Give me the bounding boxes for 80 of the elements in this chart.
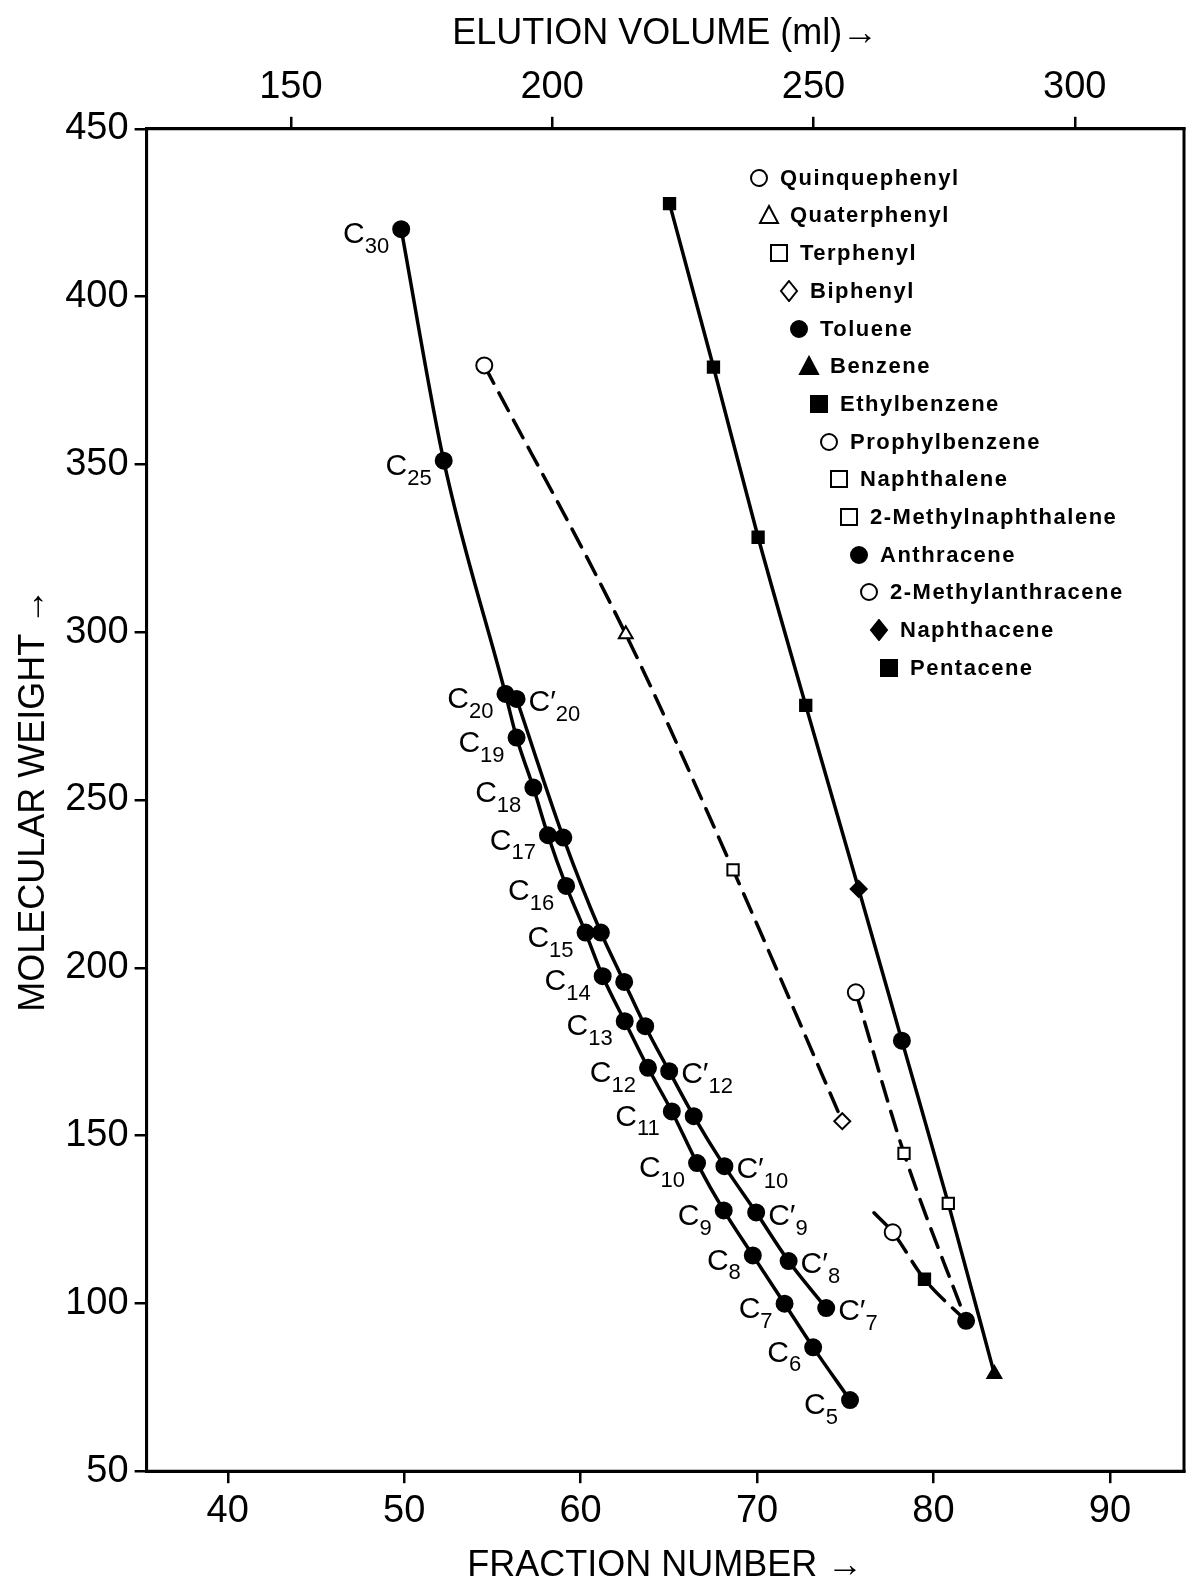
- x-tick-label: 80: [912, 1488, 955, 1531]
- legend-label: Naphthacene: [900, 617, 1055, 644]
- legend-label: Toluene: [820, 315, 914, 342]
- point: [434, 451, 453, 470]
- point: [615, 1012, 634, 1031]
- y-tick-label: 350: [65, 440, 129, 483]
- point: [524, 778, 543, 797]
- y-axis-title: MOLECULAR WEIGHT →: [10, 588, 52, 1012]
- legend-label: Naphthalene: [860, 466, 1009, 493]
- point: [706, 360, 721, 374]
- point: [593, 967, 612, 986]
- point: [883, 1223, 902, 1242]
- legend-label: Ethylbenzene: [840, 390, 1000, 417]
- y-tick-label: 300: [65, 608, 129, 651]
- legend-label: Biphenyl: [810, 277, 915, 304]
- point: [799, 698, 813, 713]
- x-tick-label: 70: [735, 1488, 779, 1531]
- point: [804, 1338, 823, 1357]
- y-tick-label: 200: [65, 944, 129, 987]
- point: [475, 356, 494, 375]
- x-tick-label: 60: [559, 1488, 602, 1531]
- point: [849, 879, 868, 898]
- y-tick-label: 100: [65, 1279, 129, 1322]
- point: [688, 1154, 707, 1173]
- x2-tick-label: 200: [520, 64, 584, 107]
- point: [897, 1146, 911, 1161]
- point: [714, 1201, 733, 1220]
- point: [639, 1058, 658, 1077]
- x2-tick-label: 150: [259, 64, 323, 107]
- point: [817, 1299, 836, 1318]
- x-axis-title: FRACTION NUMBER →: [467, 1543, 864, 1585]
- legend-label: 2-Methylanthracene: [890, 579, 1124, 606]
- point: [617, 625, 634, 640]
- point: [779, 1252, 798, 1271]
- point: [684, 1107, 703, 1126]
- x-tick-label: 40: [206, 1488, 249, 1531]
- legend-label: Terphenyl: [800, 240, 918, 267]
- point: [841, 1391, 860, 1410]
- legend-label: Benzene: [830, 353, 931, 380]
- y-tick-label: 450: [65, 105, 129, 148]
- point: [557, 876, 576, 895]
- x2-tick-label: 300: [1043, 64, 1107, 107]
- x-tick-label: 90: [1088, 1488, 1132, 1531]
- legend-label: Quinquephenyl: [780, 164, 960, 191]
- point: [615, 972, 634, 991]
- point: [538, 826, 557, 845]
- x-tick-label: 50: [383, 1488, 426, 1531]
- point: [846, 983, 865, 1002]
- point: [496, 684, 515, 703]
- point: [747, 1203, 766, 1222]
- point: [917, 1272, 932, 1286]
- point: [660, 1062, 679, 1081]
- point: [636, 1017, 655, 1036]
- y-tick-label: 400: [65, 273, 129, 316]
- y-tick-label: 150: [65, 1112, 129, 1155]
- legend-label: Quaterphenyl: [790, 202, 950, 229]
- legend-label: Prophylbenzene: [850, 428, 1041, 455]
- legend-label: 2-Methylnaphthalene: [870, 504, 1118, 531]
- legend-label: Anthracene: [880, 541, 1017, 568]
- point: [833, 1112, 852, 1131]
- point: [662, 196, 677, 211]
- point: [751, 530, 765, 544]
- y-tick-label: 50: [86, 1447, 129, 1490]
- x2-axis-title: ELUTION VOLUME (ml)→: [452, 10, 879, 52]
- point: [941, 1196, 955, 1211]
- point: [507, 728, 526, 747]
- point: [662, 1102, 681, 1121]
- point: [775, 1294, 794, 1313]
- point: [743, 1246, 762, 1265]
- x2-tick-label: 250: [781, 64, 846, 107]
- point: [715, 1157, 734, 1176]
- point: [576, 923, 595, 942]
- legend-label: Pentacene: [910, 654, 1034, 681]
- point: [591, 923, 610, 942]
- point: [554, 828, 573, 847]
- point: [392, 220, 411, 239]
- point: [726, 863, 740, 877]
- y-tick-label: 250: [65, 776, 129, 819]
- point: [957, 1311, 976, 1330]
- point: [892, 1031, 911, 1050]
